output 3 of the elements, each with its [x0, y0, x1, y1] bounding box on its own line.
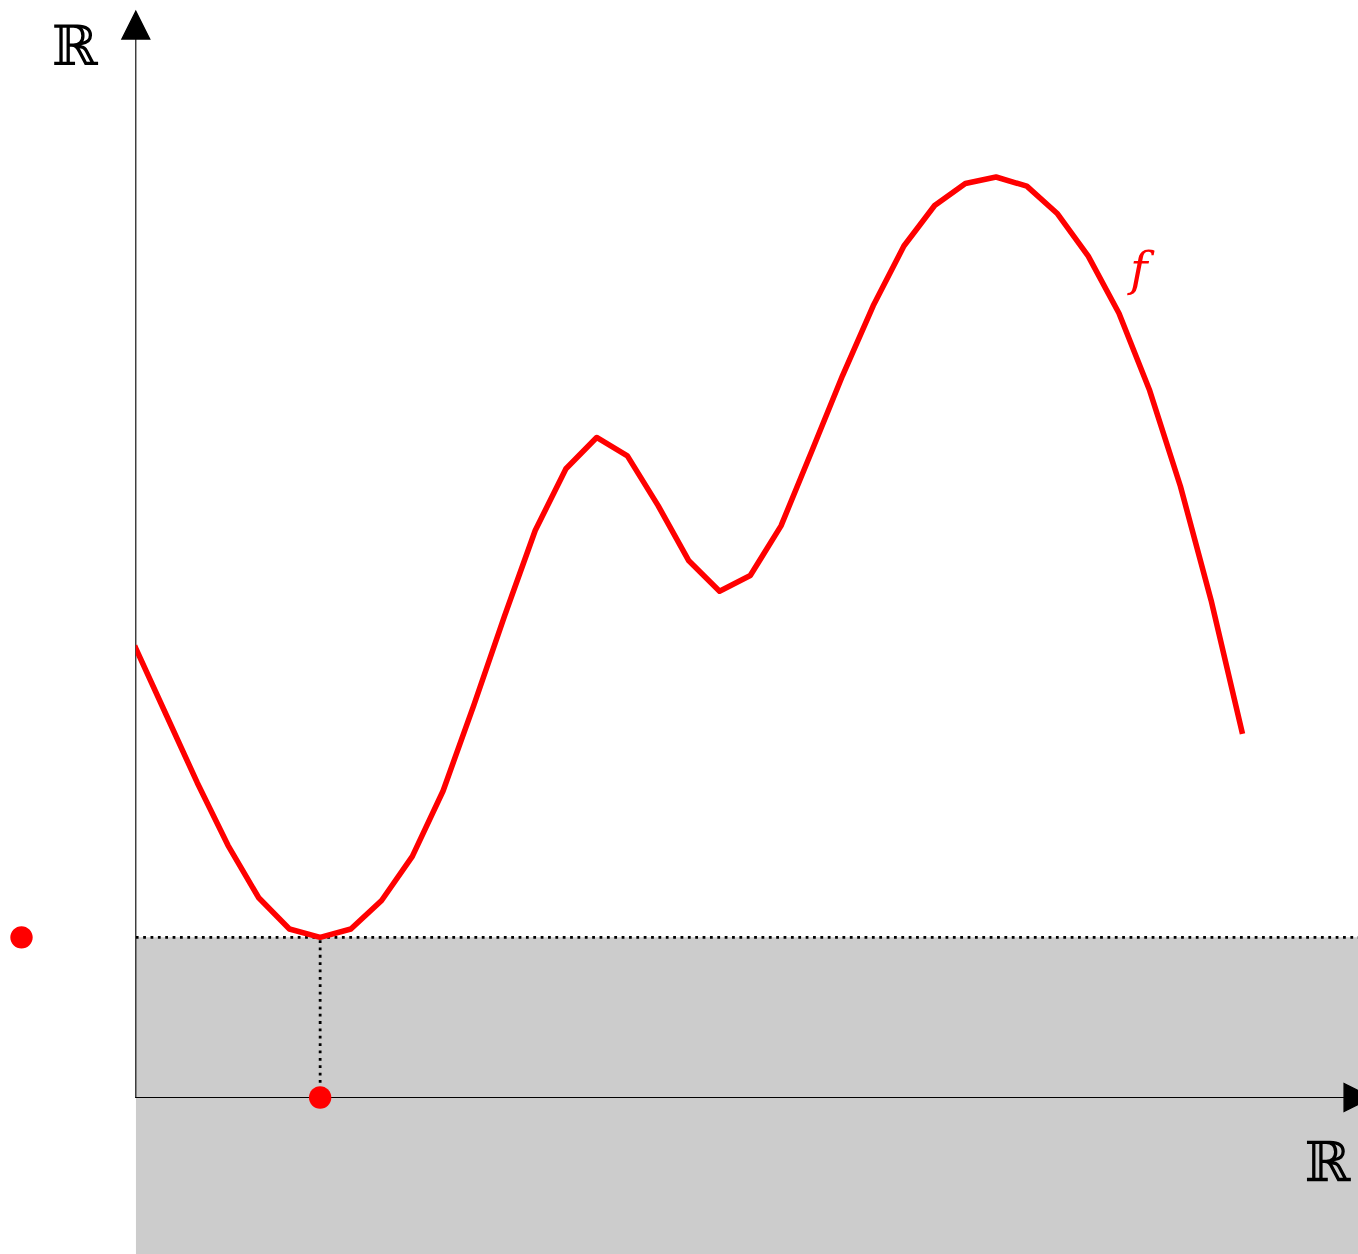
x-axis-title: ℝ — [1306, 1140, 1351, 1182]
y-axis-title: ℝ — [54, 24, 99, 65]
series-label: f — [1127, 249, 1155, 296]
